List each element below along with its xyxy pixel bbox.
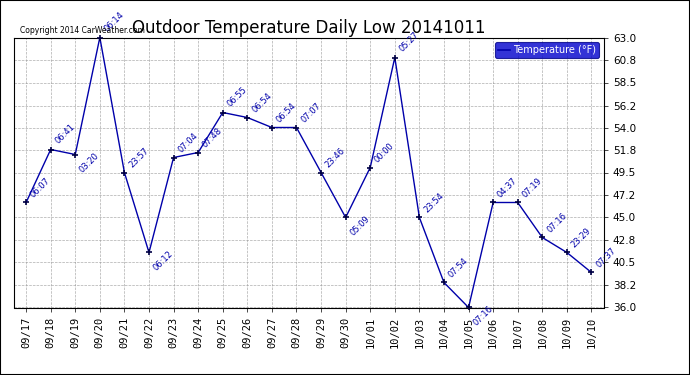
- Text: 05:09: 05:09: [348, 214, 372, 237]
- Text: 06:55: 06:55: [226, 85, 249, 108]
- Text: 23:29: 23:29: [570, 226, 593, 250]
- Legend: Temperature (°F): Temperature (°F): [495, 42, 599, 58]
- Text: 06:54: 06:54: [275, 102, 298, 125]
- Text: 04:37: 04:37: [496, 176, 520, 200]
- Text: 06:12: 06:12: [152, 249, 175, 272]
- Text: 23:46: 23:46: [324, 146, 347, 170]
- Text: 06:14: 06:14: [103, 10, 126, 33]
- Title: Outdoor Temperature Daily Low 20141011: Outdoor Temperature Daily Low 20141011: [132, 20, 486, 38]
- Text: 07:16: 07:16: [471, 304, 495, 327]
- Text: 07:37: 07:37: [594, 246, 618, 270]
- Text: 07:19: 07:19: [520, 177, 544, 200]
- Text: 06:07: 06:07: [29, 176, 52, 200]
- Text: 05:27: 05:27: [397, 30, 421, 53]
- Text: 03:20: 03:20: [78, 151, 101, 174]
- Text: 07:16: 07:16: [545, 211, 569, 235]
- Text: 07:54: 07:54: [446, 256, 470, 280]
- Text: Copyright 2014 CarWeather.com: Copyright 2014 CarWeather.com: [20, 26, 145, 35]
- Text: 23:57: 23:57: [127, 146, 150, 170]
- Text: 00:00: 00:00: [373, 142, 396, 165]
- Text: 06:54: 06:54: [250, 92, 273, 115]
- Text: 07:04: 07:04: [177, 132, 199, 155]
- Text: 07:48: 07:48: [201, 126, 224, 150]
- Text: 07:07: 07:07: [299, 101, 323, 125]
- Text: 06:41: 06:41: [53, 122, 77, 146]
- Text: 23:54: 23:54: [422, 192, 446, 215]
